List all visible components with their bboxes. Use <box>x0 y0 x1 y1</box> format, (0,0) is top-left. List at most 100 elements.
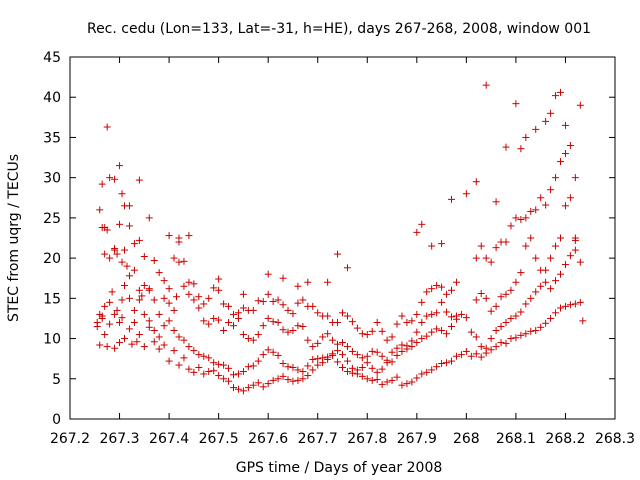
data-point <box>269 348 277 356</box>
data-point <box>502 143 510 151</box>
data-point <box>230 384 237 392</box>
data-point <box>319 333 327 341</box>
data-point <box>368 347 376 355</box>
data-point <box>487 346 495 354</box>
data-point <box>314 361 322 369</box>
y-tick-label: 25 <box>43 211 61 227</box>
data-point <box>487 258 495 266</box>
data-point <box>557 234 564 242</box>
data-point <box>170 306 178 314</box>
data-point <box>234 309 242 317</box>
data-point <box>165 285 173 293</box>
data-point <box>215 372 223 380</box>
x-tick-label: 267.3 <box>99 431 139 447</box>
data-point <box>220 375 228 383</box>
x-axis: 267.2 267.3 267.4 267.5 267.6 267.7 267.8 267.9… <box>50 57 635 447</box>
data-point <box>388 358 396 366</box>
data-point <box>363 331 371 339</box>
data-point <box>284 306 292 314</box>
data-point <box>443 359 451 367</box>
data-point <box>373 348 381 356</box>
data-point <box>230 322 237 330</box>
data-point <box>175 361 183 369</box>
data-point <box>492 327 500 335</box>
data-point <box>517 145 525 153</box>
data-point <box>304 362 312 370</box>
data-point <box>195 293 203 301</box>
y-axis: 0 5 10 15 20 25 30 35 40 45 <box>43 50 615 428</box>
data-point <box>358 372 366 380</box>
data-point <box>517 215 525 223</box>
data-point <box>225 377 233 385</box>
data-point <box>443 330 451 338</box>
data-point <box>363 352 371 360</box>
data-point <box>309 355 317 363</box>
data-point <box>111 175 119 183</box>
data-point <box>106 254 114 262</box>
data-point <box>111 244 119 252</box>
data-point <box>507 222 515 230</box>
data-point <box>423 312 431 320</box>
data-point <box>200 370 208 378</box>
data-point <box>294 376 302 384</box>
data-point <box>215 286 223 294</box>
data-point <box>274 351 282 359</box>
data-point <box>537 282 545 290</box>
data-point <box>433 281 441 289</box>
data-point <box>448 286 455 294</box>
data-point <box>448 313 455 321</box>
data-point <box>299 296 307 304</box>
data-point <box>324 330 332 338</box>
data-point <box>343 264 351 272</box>
data-point <box>244 335 252 343</box>
data-point <box>383 378 391 386</box>
data-point <box>299 322 307 330</box>
data-point <box>502 318 510 326</box>
data-point <box>443 290 451 298</box>
data-point <box>368 327 376 335</box>
data-point <box>239 290 247 298</box>
x-tick-label: 267.5 <box>199 431 239 447</box>
data-point <box>264 346 272 354</box>
data-point <box>418 298 426 306</box>
data-point <box>190 280 198 288</box>
data-point <box>368 376 376 384</box>
data-point <box>542 201 550 209</box>
data-point <box>93 318 101 326</box>
data-point <box>118 258 126 266</box>
data-point <box>170 347 178 355</box>
data-point <box>220 327 228 335</box>
y-tick-label: 45 <box>43 50 61 66</box>
y-tick-label: 35 <box>43 130 61 146</box>
x-tick-label: 268.2 <box>545 431 585 447</box>
data-point <box>561 202 569 210</box>
data-point <box>185 278 193 286</box>
data-point <box>378 380 386 388</box>
data-point <box>497 293 505 301</box>
data-point <box>408 378 416 386</box>
data-point <box>413 328 421 336</box>
data-point <box>121 246 128 254</box>
data-point <box>343 312 351 320</box>
data-point <box>557 304 564 312</box>
data-point <box>113 250 121 258</box>
data-point <box>502 339 510 347</box>
y-tick-label: 20 <box>43 251 61 267</box>
data-point <box>284 363 292 371</box>
data-point <box>457 351 465 359</box>
data-point <box>165 232 173 240</box>
data-point <box>343 343 351 351</box>
data-point <box>502 238 510 246</box>
data-point <box>225 364 233 372</box>
data-point <box>507 335 515 343</box>
data-point <box>249 336 257 344</box>
data-point <box>497 339 505 347</box>
x-tick-label: 267.6 <box>248 431 288 447</box>
data-point <box>373 376 381 384</box>
data-point <box>279 301 287 309</box>
data-point <box>547 109 555 117</box>
data-point <box>101 250 109 258</box>
data-point <box>299 368 307 376</box>
data-point <box>175 333 183 341</box>
data-point <box>125 222 133 230</box>
